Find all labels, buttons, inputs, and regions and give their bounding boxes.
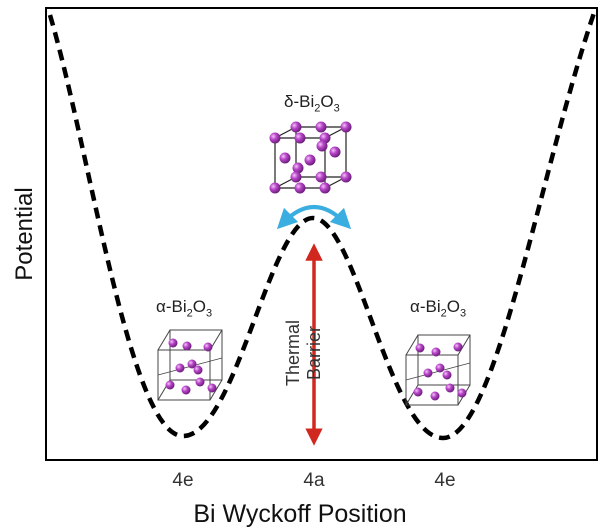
delta-bi2o3-label: δ-Bi2O3 [284, 92, 340, 114]
label-prefix: δ-Bi [284, 92, 315, 111]
y-axis-label: Potential [11, 187, 38, 281]
delta-bi2o3-structure-icon [269, 121, 352, 194]
alpha-bi2o3-structure-icon-right [405, 334, 471, 406]
x-tick-right: 4e [434, 470, 456, 491]
label-subscript: 2 [186, 307, 193, 320]
label-subscript: 3 [205, 307, 213, 320]
plot-frame [45, 7, 598, 461]
alpha-bi2o3-structure-icon-left [157, 329, 223, 401]
hop-arrow [276, 205, 352, 230]
label-subscript: 3 [459, 307, 467, 320]
label-prefix: α-Bi [156, 297, 187, 316]
label-subscript: 3 [333, 102, 340, 115]
label-subscript: 2 [314, 102, 321, 115]
label-element: O [446, 297, 460, 316]
label-subscript: 2 [440, 307, 447, 320]
label-element: O [320, 92, 334, 111]
alpha-bi2o3-label-right: α-Bi2O3 [410, 297, 466, 319]
alpha-bi2o3-label-left: α-Bi2O3 [156, 297, 212, 319]
x-tick-left: 4e [172, 470, 194, 491]
label-prefix: α-Bi [410, 297, 441, 316]
x-axis-label: Bi Wyckoff Position [193, 500, 407, 528]
label-element: O [192, 297, 206, 316]
thermal-barrier-label: Thermal Barrier [283, 320, 324, 387]
x-tick-center: 4a [303, 470, 325, 491]
